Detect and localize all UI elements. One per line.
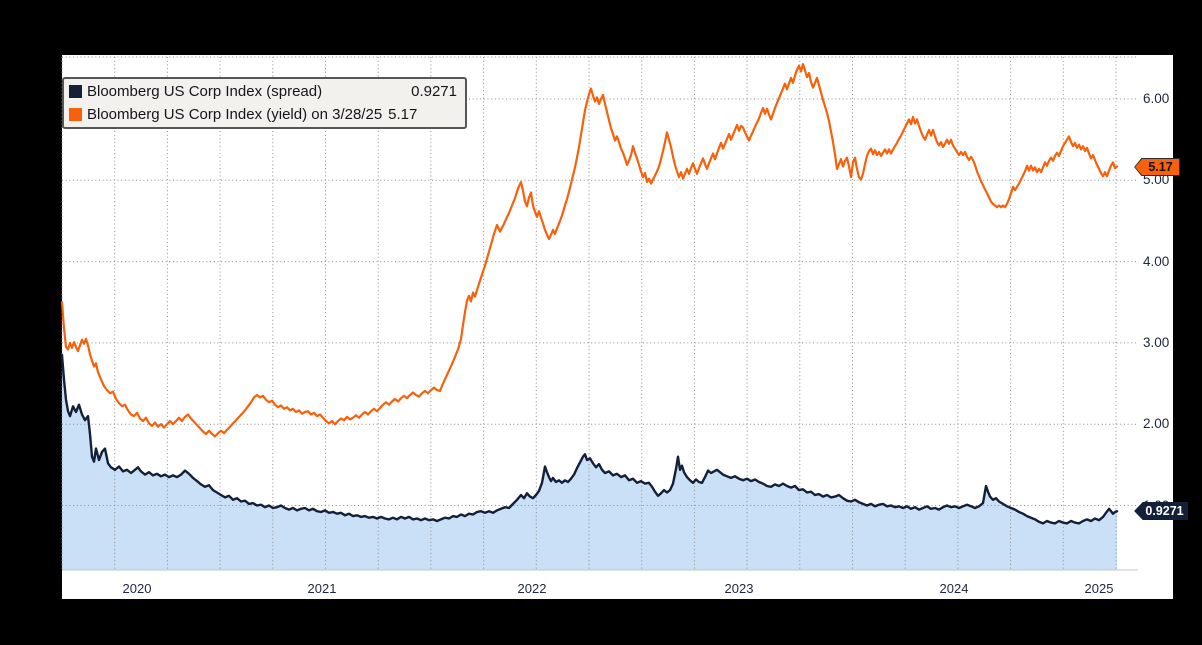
chart-legend: Bloomberg US Corp Index (spread) 0.9271 … [62, 77, 467, 129]
y-tick-label: 3.00 [1143, 334, 1170, 350]
yield-series-label: Bloomberg US Corp Index (yield) on 3/28/… [87, 105, 383, 123]
x-tick-label: 2024 [939, 581, 969, 596]
spread-series-label: Bloomberg US Corp Index (spread) [87, 82, 323, 100]
legend-row-yield[interactable]: Bloomberg US Corp Index (yield) on 3/28/… [69, 104, 457, 126]
yield-line [60, 62, 1119, 438]
spread-line [60, 353, 1119, 525]
spread-last-value-badge: 0.9271 [1134, 502, 1188, 520]
spread-area-fill [62, 355, 1117, 570]
spread-series-value: 0.9271 [411, 82, 457, 100]
spread-badge-text: 0.9271 [1135, 503, 1187, 519]
yield-series-swatch-icon [69, 108, 82, 121]
x-tick-label: 2022 [517, 581, 547, 596]
y-tick-label: 6.00 [1143, 91, 1170, 107]
yield-badge-text: 5.17 [1135, 159, 1179, 175]
yield-series-value: 5.17 [388, 105, 418, 123]
spread-series-swatch-icon [69, 85, 82, 98]
gridlines [61, 56, 1138, 570]
y-tick-label: 4.00 [1143, 253, 1170, 269]
legend-row-spread[interactable]: Bloomberg US Corp Index (spread) 0.9271 [69, 81, 457, 103]
x-tick-label: 2025 [1084, 581, 1114, 596]
x-tick-label: 2021 [307, 581, 337, 596]
y-tick-label: 2.00 [1143, 416, 1170, 432]
y-tick-label: 5.00 [1143, 172, 1170, 188]
x-tick-label: 2023 [724, 581, 754, 596]
x-tick-label: 2020 [122, 581, 152, 596]
yield-last-value-badge: 5.17 [1134, 158, 1180, 176]
